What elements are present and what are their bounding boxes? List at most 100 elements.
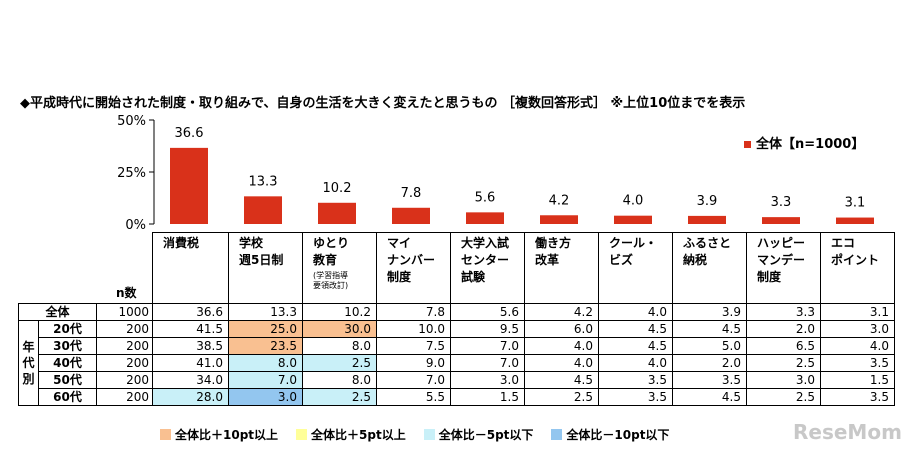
table-cell: 9.0 <box>376 354 451 372</box>
table-cell: 9.5 <box>450 320 525 338</box>
column-header: エコ ポイント <box>820 232 895 304</box>
data-label: 3.3 <box>771 195 792 210</box>
table-row: 年 代 別 20代 200 41.5 25.0 30.0 10.0 9.5 6.0 4.5 4.5 2… <box>18 320 895 406</box>
column-header: 消費税 <box>152 232 229 304</box>
table-cell: 6.5 <box>746 337 821 355</box>
table-cell: 41.5 <box>152 320 229 338</box>
table-cell: 7.5 <box>376 337 451 355</box>
data-label: 3.9 <box>697 194 718 209</box>
data-label: 3.1 <box>845 196 866 211</box>
table-cell: 38.5 <box>152 337 229 355</box>
key-swatch <box>296 429 308 440</box>
row-label: 40代 <box>38 354 97 372</box>
table-cell: 13.3 <box>228 303 303 321</box>
data-label: 4.2 <box>549 193 570 208</box>
n-value: 200 <box>96 371 153 389</box>
table-cell: 8.0 <box>302 337 377 355</box>
table-cell: 8.0 <box>228 354 303 372</box>
table-cell: 4.5 <box>598 337 673 355</box>
bar <box>170 147 208 224</box>
row-label: 30代 <box>38 337 97 355</box>
table-cell: 3.5 <box>598 371 673 389</box>
table-cell: 10.0 <box>376 320 451 338</box>
table-cell: 3.0 <box>450 371 525 389</box>
row-label: 60代 <box>38 388 97 406</box>
table-cell: 7.8 <box>376 303 451 321</box>
n-value: 200 <box>96 320 153 338</box>
table-cell: 2.0 <box>746 320 821 338</box>
table-cell: 4.5 <box>672 320 747 338</box>
column-header: ゆとり 教育 (学習指導 要領改訂) <box>302 232 377 304</box>
table-row: 50代 200 34.0 7.0 8.0 7.0 3.0 4.5 3.5 3.5 3.0 1.5 <box>19 371 895 389</box>
table-cell: 23.5 <box>228 337 303 355</box>
key-swatch <box>423 429 435 440</box>
table-cell: 10.2 <box>302 303 377 321</box>
table-cell: 34.0 <box>152 371 229 389</box>
value-labels: 36.6 13.3 10.2 7.8 5.6 4.2 4.0 3.9 3.3 3.1 <box>175 126 866 211</box>
table-cell: 4.0 <box>598 303 673 321</box>
bar <box>614 215 652 224</box>
row-label: 全体 <box>18 303 97 321</box>
table-cell: 7.0 <box>376 371 451 389</box>
key-item: 全体比－5pt以下 <box>423 426 534 443</box>
watermark-logo: ReseMom <box>793 420 902 444</box>
key-swatch <box>551 429 563 440</box>
table-cell: 2.5 <box>746 354 821 372</box>
legend-label: 全体【n=1000】 <box>756 137 865 152</box>
bar-chart: 0%25%50% 36.613.3 10.2 7.8 5.6 4.2 4.0 3.9 3.3 3… <box>117 114 874 232</box>
data-label: 36.6 <box>175 126 204 141</box>
data-label: 7.8 <box>401 186 422 201</box>
column-header: マイ ナンバー 制度 <box>376 232 451 304</box>
bar <box>540 215 578 224</box>
table-cell: 3.3 <box>746 303 821 321</box>
table-cell: 41.0 <box>152 354 229 372</box>
table-cell: 3.5 <box>672 371 747 389</box>
table-cell: 3.0 <box>746 371 821 389</box>
key-label: 全体比＋10pt以上 <box>175 428 279 442</box>
table-cell: 7.0 <box>450 354 525 372</box>
bars <box>170 147 874 224</box>
table-cell: 4.0 <box>598 354 673 372</box>
key-item: 全体比－10pt以下 <box>551 426 669 443</box>
y-tick-label: 50% <box>117 114 146 129</box>
key-label: 全体比－10pt以下 <box>566 428 670 442</box>
bar <box>688 215 726 224</box>
table-cell: 3.0 <box>820 320 895 338</box>
y-tick-label: 25% <box>117 166 146 181</box>
table-cell: 3.0 <box>228 388 303 406</box>
bar <box>762 217 800 224</box>
table-row: 40代 200 41.0 8.0 2.5 9.0 7.0 4.0 4.0 2.0 2.5 3.5 <box>19 354 895 372</box>
key-label: 全体比－5pt以下 <box>438 428 534 442</box>
n-value: 200 <box>96 337 153 355</box>
bar <box>466 212 504 224</box>
data-label: 10.2 <box>323 181 352 196</box>
bar <box>392 207 430 224</box>
y-axis: 0% 25% 50% <box>117 114 155 232</box>
table-cell: 4.2 <box>524 303 599 321</box>
column-header: 働き方 改革 <box>524 232 599 304</box>
table-row: 全体 1000 36.6 13.3 10.2 7.8 5.6 4.2 4.0 3.9 3.3 3.1 <box>18 303 895 321</box>
table-cell: 3.1 <box>820 303 895 321</box>
table-cell: 3.5 <box>598 388 673 406</box>
table-cell: 25.0 <box>228 320 303 338</box>
table-cell: 3.5 <box>820 388 895 406</box>
row-label: 20代 <box>38 320 97 338</box>
table-cell: 2.5 <box>302 388 377 406</box>
table-cell: 3.9 <box>672 303 747 321</box>
column-header: 大学入試 センター 試験 <box>450 232 525 304</box>
key-label: 全体比＋5pt以上 <box>311 428 406 442</box>
table-cell: 2.5 <box>746 388 821 406</box>
table-cell: 4.0 <box>820 337 895 355</box>
table-cell: 2.5 <box>524 388 599 406</box>
table-cell: 4.5 <box>672 388 747 406</box>
column-header: ハッピー マンデー 制度 <box>746 232 821 304</box>
table-cell: 4.5 <box>598 320 673 338</box>
color-key: 全体比＋10pt以上 全体比＋5pt以上 全体比－5pt以下 全体比－10pt以下 <box>160 426 687 443</box>
n-value: 200 <box>96 388 153 406</box>
chart-title: ◆平成時代に開始された制度・取り組みで、自身の生活を大きく変えたと思うもの ［複… <box>20 96 746 111</box>
table-cell: 5.0 <box>672 337 747 355</box>
legend: 全体【n=1000】 <box>744 133 864 152</box>
table-cell: 28.0 <box>152 388 229 406</box>
table-row: 30代 200 38.5 23.5 8.0 7.5 7.0 4.0 4.5 5.0 6.5 4.0 <box>19 337 895 355</box>
table-cell: 2.0 <box>672 354 747 372</box>
